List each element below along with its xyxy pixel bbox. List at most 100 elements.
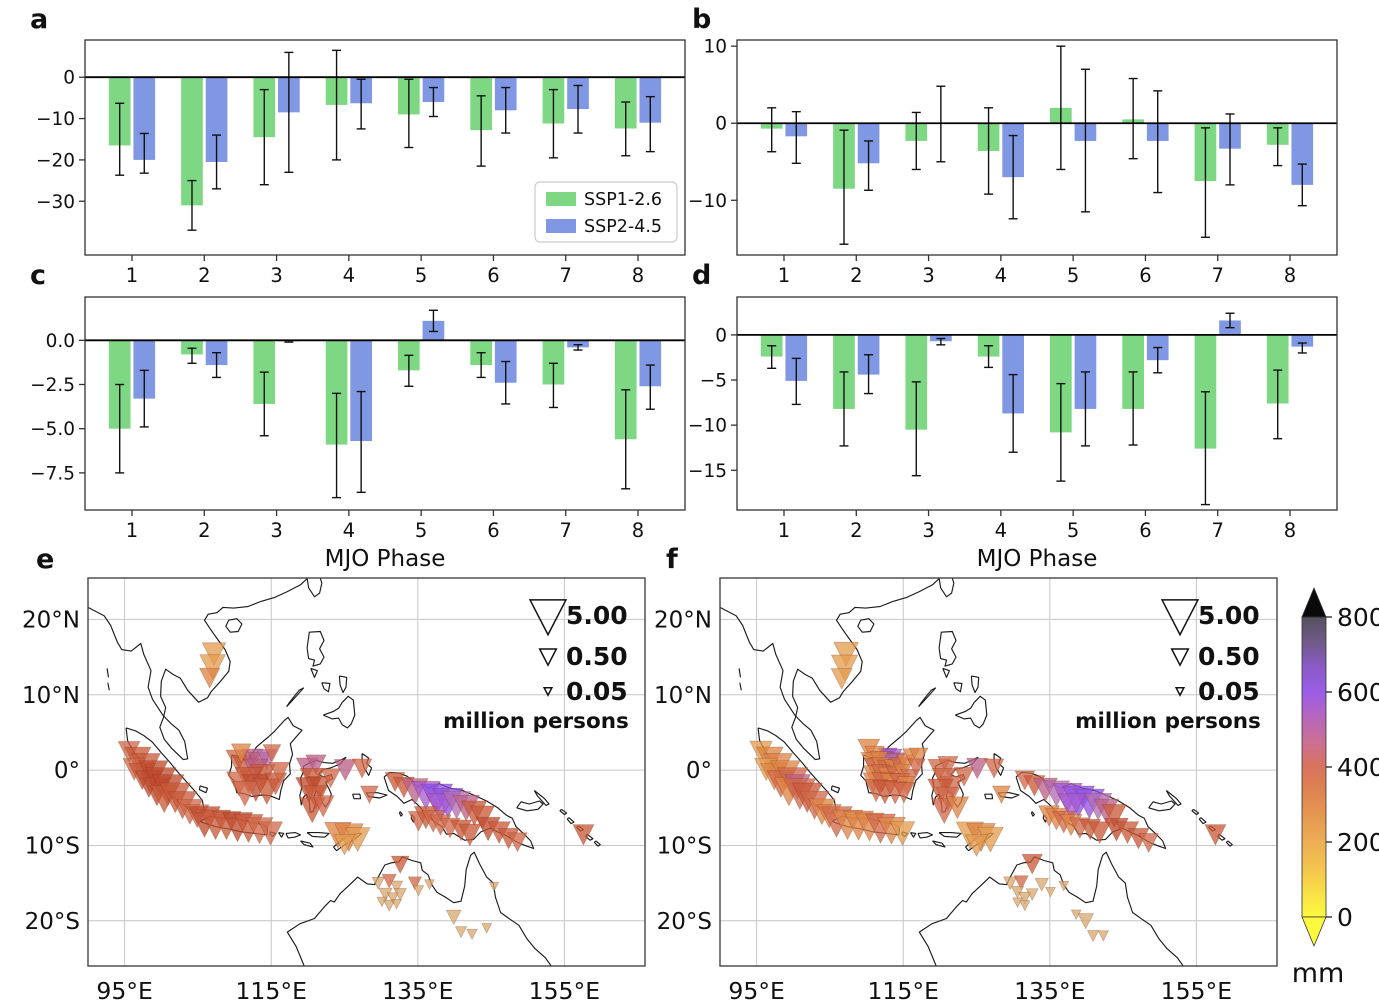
svg-text:2: 2 <box>850 519 862 542</box>
svg-text:1: 1 <box>778 519 790 542</box>
map-panel-f: 20°N 10°N 0° 10°S 20°S 95°E 115°E 135°E 155°E 5.0… <box>654 577 1278 1005</box>
bar <box>350 340 372 442</box>
svg-text:2: 2 <box>198 264 210 287</box>
bars-ssp245 <box>785 320 1314 414</box>
population-triangle-marker <box>1003 876 1018 891</box>
population-triangle-marker <box>1045 886 1056 898</box>
population-triangle-marker <box>906 758 926 777</box>
population-triangle-marker <box>966 757 989 780</box>
bars-ssp245 <box>133 320 662 442</box>
svg-text:10°N: 10°N <box>654 683 712 709</box>
bars-ssp126 <box>760 107 1289 189</box>
bar <box>542 340 565 385</box>
plot-border <box>736 296 1338 511</box>
population-triangle-marker <box>231 780 259 807</box>
svg-text:−5.0: −5.0 <box>30 419 75 440</box>
population-triangle-marker <box>360 785 379 804</box>
population-triangle-marker <box>937 755 959 777</box>
svg-text:0: 0 <box>1337 903 1353 932</box>
svg-text:5: 5 <box>415 519 427 542</box>
population-triangle-marker <box>376 896 388 908</box>
size-legend-triangle <box>528 599 568 637</box>
svg-text:7: 7 <box>560 264 572 287</box>
svg-text:4: 4 <box>343 264 355 287</box>
svg-text:7: 7 <box>1212 264 1224 287</box>
colorbar-over-arrow <box>1301 586 1327 618</box>
population-triangle-marker <box>393 888 407 902</box>
population-triangle-marker <box>830 668 853 690</box>
population-triangle-marker <box>1086 930 1100 943</box>
population-triangle-marker <box>1034 877 1049 892</box>
svg-text:5.00: 5.00 <box>1198 601 1260 630</box>
svg-text:10°S: 10°S <box>25 833 80 859</box>
population-triangle-marker <box>1057 793 1087 822</box>
panel-label-f: f <box>666 544 678 575</box>
map-border <box>87 577 646 967</box>
svg-text:135°E: 135°E <box>382 977 453 1005</box>
bars-ssp245 <box>785 123 1314 185</box>
axes-b: 10 0 −10 1 2 3 4 5 6 7 8 <box>688 37 1338 287</box>
population-triangle-marker <box>371 876 385 890</box>
panel-label-e: e <box>36 544 55 575</box>
svg-text:0.50: 0.50 <box>1198 642 1260 671</box>
population-triangle-marker <box>305 754 327 776</box>
bar-chart-panel-a: 0 −10 −20 −30 1 2 3 4 5 6 7 8 SSP1-2.6 SSP2-4.5 <box>36 39 686 287</box>
errorbars-ssp245 <box>139 51 655 190</box>
population-triangle-marker <box>507 832 528 853</box>
population-triangle-marker <box>1021 853 1043 875</box>
bars-ssp126 <box>108 340 637 445</box>
population-triangle-marker <box>830 654 859 682</box>
population-triangle-marker <box>201 642 227 667</box>
svg-text:1: 1 <box>778 264 790 287</box>
population-triangle-marker <box>257 821 284 846</box>
population-triangle-marker <box>311 795 335 818</box>
svg-text:115°E: 115°E <box>235 977 306 1005</box>
svg-text:95°E: 95°E <box>728 977 785 1005</box>
svg-text:8: 8 <box>1284 519 1296 542</box>
svg-text:5: 5 <box>1067 519 1079 542</box>
graticule <box>88 578 645 966</box>
errorbars-ssp126 <box>767 45 1283 245</box>
svg-text:0.05: 0.05 <box>566 677 628 706</box>
legend-swatch <box>546 219 576 233</box>
population-triangle-marker <box>386 892 400 905</box>
svg-text:6: 6 <box>1139 519 1151 542</box>
population-triangle-marker <box>407 876 423 891</box>
plot-border <box>84 296 686 511</box>
svg-text:6: 6 <box>487 264 499 287</box>
population-triangle-marker <box>1019 900 1031 912</box>
svg-text:155°E: 155°E <box>529 977 600 1005</box>
size-legend-triangle <box>1170 648 1190 667</box>
svg-text:4: 4 <box>995 264 1007 287</box>
svg-text:−10: −10 <box>688 416 727 437</box>
population-triangle-marker <box>333 834 356 856</box>
bar <box>205 77 228 162</box>
axes-c: 0.0 −2.5 −5.0 −7.5 1 2 3 4 5 6 7 8 MJO Phase <box>30 296 686 572</box>
svg-text:million persons: million persons <box>1075 709 1261 734</box>
svg-text:SSP2-4.5: SSP2-4.5 <box>584 217 662 237</box>
svg-text:20°N: 20°N <box>654 607 712 633</box>
bar <box>1291 334 1314 347</box>
svg-text:7: 7 <box>1212 519 1224 542</box>
population-triangle-marker <box>389 880 404 894</box>
population-triangle-marker <box>230 743 252 764</box>
errorbars-ssp126 <box>115 347 631 499</box>
panel-label-c: c <box>30 260 47 291</box>
plot-border <box>84 39 686 256</box>
svg-text:0.05: 0.05 <box>1198 677 1260 706</box>
svg-text:8: 8 <box>632 264 644 287</box>
size-legend-triangle <box>1174 687 1186 697</box>
svg-text:3: 3 <box>922 264 934 287</box>
svg-text:0°: 0° <box>686 758 712 784</box>
svg-text:800: 800 <box>1337 603 1379 632</box>
errorbars-ssp126 <box>767 345 1283 506</box>
bar <box>133 77 156 160</box>
svg-text:MJO Phase: MJO Phase <box>325 546 446 572</box>
svg-text:10°N: 10°N <box>22 683 80 709</box>
panel-label-d: d <box>692 260 712 291</box>
chart-legend: SSP1-2.6 SSP2-4.5 <box>534 181 678 243</box>
impact-markers <box>117 642 595 941</box>
population-triangle-marker <box>1013 875 1029 891</box>
population-triangle-marker <box>391 899 402 910</box>
